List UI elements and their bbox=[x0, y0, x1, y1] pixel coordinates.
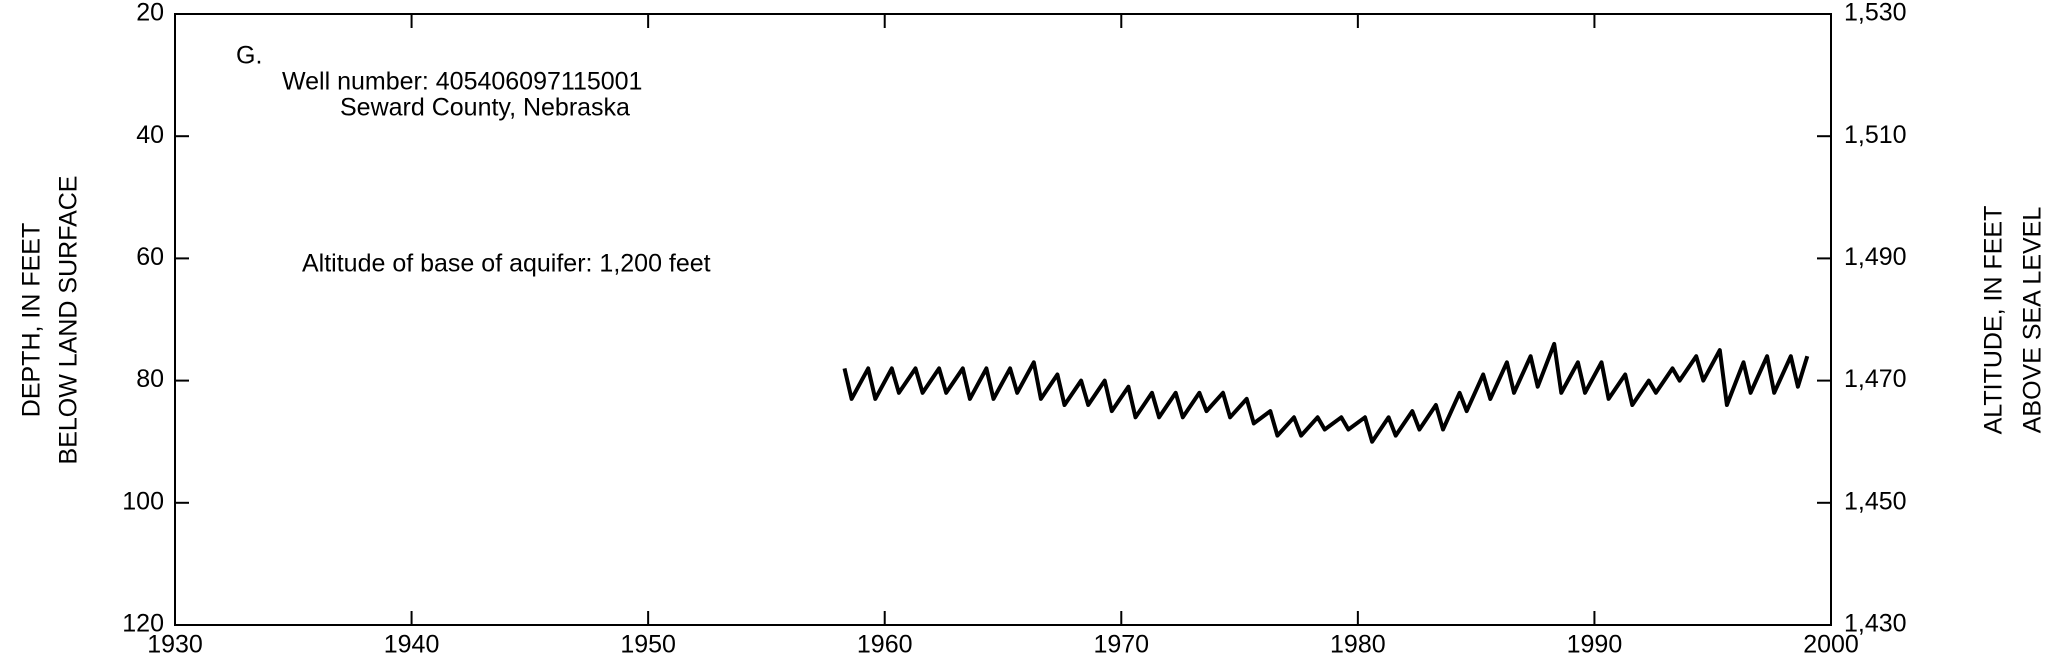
y-axis-title: BELOW LAND SURFACE bbox=[55, 176, 83, 465]
y2-tick-label: 1,470 bbox=[1844, 365, 1907, 393]
x-tick-label: 1940 bbox=[384, 631, 440, 659]
x-tick-label: 1960 bbox=[857, 631, 913, 659]
y2-axis-title: ABOVE SEA LEVEL bbox=[2019, 207, 2047, 434]
y2-tick-label: 1,490 bbox=[1844, 243, 1907, 271]
y-tick-label: 60 bbox=[136, 243, 164, 271]
x-tick-label: 2000 bbox=[1803, 631, 1859, 659]
y-tick-label: 40 bbox=[136, 121, 164, 149]
y2-tick-label: 1,450 bbox=[1844, 487, 1907, 515]
panel-label: G. bbox=[236, 42, 262, 70]
x-tick-label: 1930 bbox=[147, 631, 203, 659]
y2-axis-title: ALTITUDE, IN FEET bbox=[1980, 206, 2008, 435]
y2-tick-label: 1,530 bbox=[1844, 0, 1907, 27]
x-tick-label: 1990 bbox=[1567, 631, 1623, 659]
y2-tick-label: 1,510 bbox=[1844, 121, 1907, 149]
annotation: Altitude of base of aquifer: 1,200 feet bbox=[302, 250, 711, 278]
x-tick-label: 1980 bbox=[1330, 631, 1386, 659]
annotation: Seward County, Nebraska bbox=[340, 94, 630, 122]
x-tick-label: 1970 bbox=[1093, 631, 1149, 659]
x-tick-label: 1950 bbox=[620, 631, 676, 659]
y-tick-label: 80 bbox=[136, 365, 164, 393]
y-tick-label: 120 bbox=[122, 610, 164, 638]
annotation: Well number: 405406097115001 bbox=[282, 68, 642, 96]
y-axis-title: DEPTH, IN FEET bbox=[18, 223, 46, 417]
y-tick-label: 20 bbox=[136, 0, 164, 27]
y-tick-label: 100 bbox=[122, 487, 164, 515]
plot-frame bbox=[174, 13, 1832, 626]
water-level-line bbox=[842, 341, 1810, 444]
y2-tick-label: 1,430 bbox=[1844, 610, 1907, 638]
